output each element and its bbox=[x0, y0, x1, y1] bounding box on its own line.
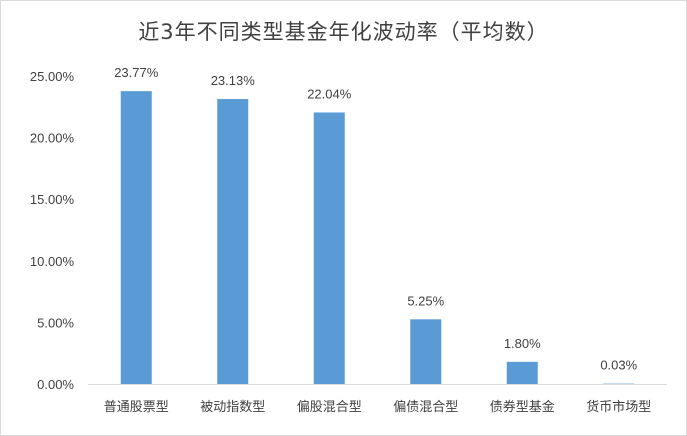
data-label: 22.04% bbox=[307, 86, 352, 101]
category-labels: 普通股票型 被动指数型 偏股混合型 偏债混合型 债券型基金 货币市场型 bbox=[104, 399, 652, 415]
y-tick-label: 0.00% bbox=[37, 377, 74, 392]
data-label: 1.80% bbox=[504, 336, 541, 351]
y-tick-label: 15.00% bbox=[30, 192, 75, 207]
data-label: 23.77% bbox=[114, 65, 159, 80]
category-label: 货币市场型 bbox=[586, 399, 651, 415]
bar bbox=[217, 99, 249, 385]
category-label: 被动指数型 bbox=[200, 400, 265, 415]
data-label: 23.13% bbox=[211, 73, 256, 88]
y-tick-label: 25.00% bbox=[30, 69, 75, 84]
y-tick-label: 10.00% bbox=[30, 254, 75, 269]
category-label: 债券型基金 bbox=[490, 399, 555, 415]
data-label: 5.25% bbox=[407, 293, 444, 308]
category-label: 普通股票型 bbox=[104, 400, 169, 415]
bar bbox=[410, 319, 442, 384]
chart-title: 近3年不同类型基金年化波动率（平均数） bbox=[138, 20, 549, 44]
bar bbox=[313, 112, 345, 385]
y-tick-label: 5.00% bbox=[37, 315, 74, 330]
data-labels: 23.77% 23.13% 22.04% 5.25% 1.80% 0.03% bbox=[114, 65, 637, 372]
category-label: 偏股混合型 bbox=[297, 400, 362, 415]
category-label: 偏债混合型 bbox=[393, 400, 458, 415]
data-label: 0.03% bbox=[600, 358, 637, 373]
bar bbox=[120, 91, 152, 385]
bar bbox=[506, 361, 538, 384]
y-axis-ticks: 0.00% 5.00% 10.00% 15.00% 20.00% 25.00% bbox=[30, 69, 75, 392]
y-tick-label: 20.00% bbox=[30, 131, 75, 146]
bars bbox=[120, 91, 635, 385]
